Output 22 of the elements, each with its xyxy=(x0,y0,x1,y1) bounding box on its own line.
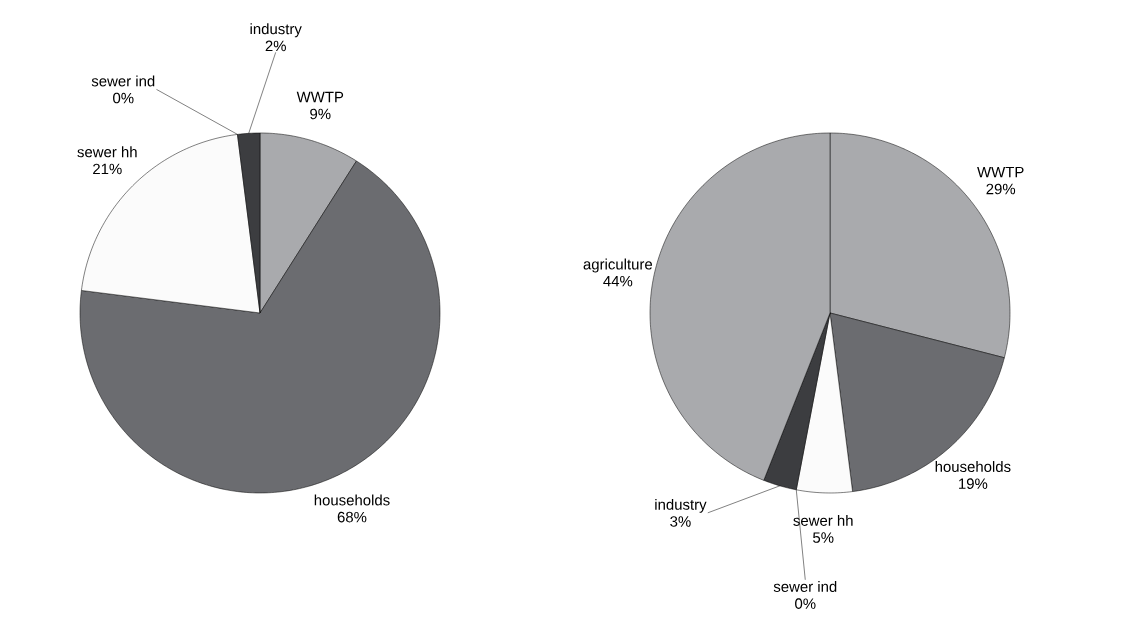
text: 0% xyxy=(795,598,816,609)
text: 0% xyxy=(113,92,134,104)
category-label: sewer ind xyxy=(773,580,837,592)
data-label: 5% xyxy=(813,532,834,543)
slice-label: households xyxy=(314,494,390,506)
slice-label: WWTP xyxy=(296,91,344,103)
slice-label: sewer hh xyxy=(77,146,137,158)
data-label: 68% xyxy=(337,511,367,523)
slice-label: sewer hh xyxy=(793,514,853,526)
data-label: 9% xyxy=(310,108,331,120)
slice-label: industry xyxy=(655,498,707,513)
data-label: 3% xyxy=(670,516,691,527)
data-label: 21% xyxy=(93,163,122,175)
data-label: 19% xyxy=(959,478,988,489)
data-label: 44% xyxy=(603,275,633,287)
data-label: 29% xyxy=(986,183,1016,195)
data-label: 2% xyxy=(265,40,286,52)
slice-label: households xyxy=(935,461,1011,473)
slice-label: industry xyxy=(250,23,302,38)
slice-label: agriculture xyxy=(583,258,653,273)
slice-label: WWTP xyxy=(977,166,1024,178)
category-label: sewer ind xyxy=(91,75,155,87)
